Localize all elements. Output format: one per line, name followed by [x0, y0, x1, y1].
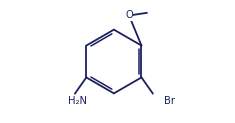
Text: Br: Br — [164, 96, 175, 106]
Text: O: O — [125, 10, 133, 20]
Text: H₂N: H₂N — [68, 96, 87, 106]
